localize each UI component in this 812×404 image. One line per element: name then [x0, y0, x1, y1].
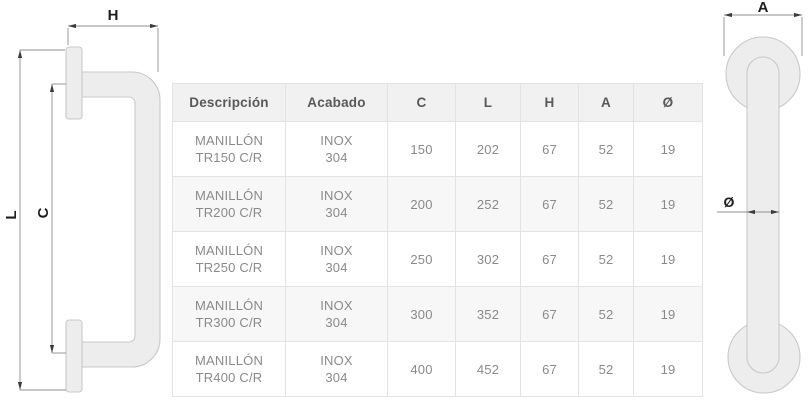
cell-descripcion: MANILLÓN TR200 C/R: [172, 176, 286, 232]
cell-c: 300: [387, 286, 456, 342]
finish-material: INOX: [320, 298, 353, 313]
cell-descripcion: MANILLÓN TR150 C/R: [172, 121, 286, 177]
finish-material: INOX: [320, 133, 353, 148]
header-descripcion: Descripción: [172, 83, 286, 122]
dim-label-h: H: [108, 7, 119, 24]
cell-acabado: INOX 304: [285, 286, 388, 342]
mounting-plate-bottom: [65, 319, 83, 393]
cell-h: 67: [520, 121, 579, 177]
cell-acabado: INOX 304: [285, 341, 388, 397]
dim-label-l: L: [3, 210, 20, 219]
cell-a: 52: [578, 286, 634, 342]
arrowhead: [49, 345, 55, 353]
mounting-plate-top: [65, 46, 83, 120]
cell-c: 200: [387, 176, 456, 232]
cell-diameter: 19: [633, 231, 703, 287]
header-acabado: Acabado: [285, 83, 388, 122]
product-code: TR150 C/R: [195, 150, 263, 165]
front-view-diagram: A Ø: [717, 0, 803, 394]
arrowhead: [747, 209, 755, 215]
cell-l: 452: [455, 341, 521, 397]
cell-descripcion: MANILLÓN TR250 C/R: [172, 231, 286, 287]
cell-h: 67: [520, 176, 579, 232]
cell-diameter: 19: [633, 121, 703, 177]
header-a: A: [578, 83, 634, 122]
cell-l: 352: [455, 286, 521, 342]
arrowhead: [150, 23, 158, 29]
cell-acabado: INOX 304: [285, 176, 388, 232]
product-name: MANILLÓN: [194, 298, 264, 313]
finish-material: INOX: [320, 243, 353, 258]
cell-a: 52: [578, 176, 634, 232]
spec-table: Descripción Acabado C L H A Ø MANILLÓN T…: [172, 83, 703, 397]
finish-grade: 304: [325, 150, 348, 165]
cell-acabado: INOX 304: [285, 231, 388, 287]
cell-a: 52: [578, 341, 634, 397]
cell-h: 67: [520, 341, 579, 397]
side-view-diagram: H L C: [3, 7, 161, 393]
cell-c: 400: [387, 341, 456, 397]
cell-c: 250: [387, 231, 456, 287]
cell-diameter: 19: [633, 341, 703, 397]
product-name: MANILLÓN: [194, 243, 264, 258]
cell-descripcion: MANILLÓN TR400 C/R: [172, 341, 286, 397]
product-name: MANILLÓN: [194, 353, 264, 368]
dim-label-a: A: [758, 0, 769, 16]
dim-label-diameter: Ø: [724, 194, 735, 210]
product-name: MANILLÓN: [194, 188, 264, 203]
arrowhead: [49, 84, 55, 92]
cell-l: 252: [455, 176, 521, 232]
product-code: TR250 C/R: [195, 260, 263, 275]
arrowhead: [724, 12, 732, 18]
finish-grade: 304: [325, 260, 348, 275]
cell-a: 52: [578, 121, 634, 177]
finish-grade: 304: [325, 315, 348, 330]
header-c: C: [387, 83, 456, 122]
cell-l: 302: [455, 231, 521, 287]
finish-grade: 304: [325, 205, 348, 220]
header-diameter: Ø: [633, 83, 703, 122]
arrowhead: [771, 209, 779, 215]
cell-diameter: 19: [633, 286, 703, 342]
table-row: MANILLÓN TR400 C/R INOX 304 400 452 67 5…: [172, 341, 703, 397]
table-row: MANILLÓN TR250 C/R INOX 304 250 302 67 5…: [172, 231, 703, 287]
cell-acabado: INOX 304: [285, 121, 388, 177]
product-code: TR200 C/R: [195, 205, 263, 220]
product-code: TR300 C/R: [195, 315, 263, 330]
table-header-row: Descripción Acabado C L H A Ø: [172, 83, 703, 122]
finish-material: INOX: [320, 353, 353, 368]
cell-h: 67: [520, 231, 579, 287]
cell-a: 52: [578, 231, 634, 287]
cell-descripcion: MANILLÓN TR300 C/R: [172, 286, 286, 342]
header-l: L: [455, 83, 521, 122]
cell-c: 150: [387, 121, 456, 177]
arrowhead: [17, 50, 23, 58]
arrowhead: [17, 382, 23, 390]
header-h: H: [520, 83, 579, 122]
product-name: MANILLÓN: [194, 133, 264, 148]
arrowhead: [794, 12, 802, 18]
cell-l: 202: [455, 121, 521, 177]
handle-tube-side: [81, 71, 161, 368]
finish-grade: 304: [325, 370, 348, 385]
finish-material: INOX: [320, 188, 353, 203]
handle-tube-front: [746, 56, 780, 374]
cell-diameter: 19: [633, 176, 703, 232]
product-code: TR400 C/R: [195, 370, 263, 385]
arrowhead: [68, 23, 76, 29]
table-row: MANILLÓN TR200 C/R INOX 304 200 252 67 5…: [172, 176, 703, 232]
table-row: MANILLÓN TR150 C/R INOX 304 150 202 67 5…: [172, 121, 703, 177]
table-row: MANILLÓN TR300 C/R INOX 304 300 352 67 5…: [172, 286, 703, 342]
dim-label-c: C: [35, 207, 52, 218]
cell-h: 67: [520, 286, 579, 342]
